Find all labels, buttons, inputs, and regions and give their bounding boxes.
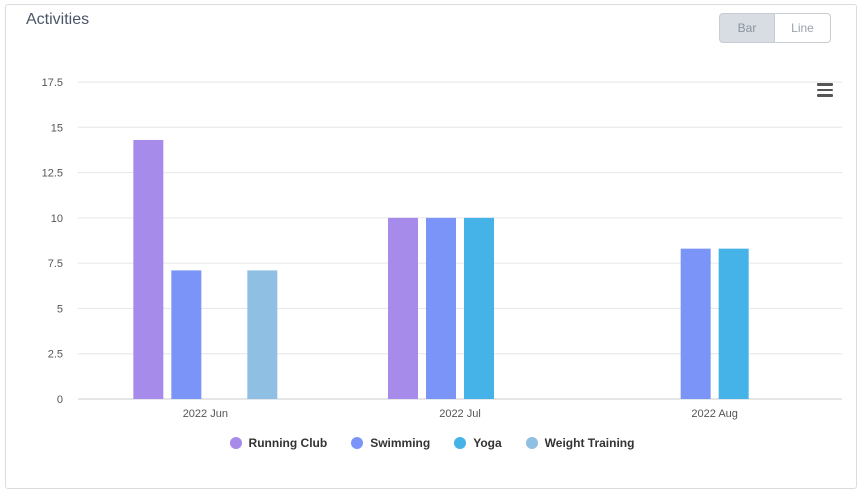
bars — [133, 139, 749, 400]
grid-lines — [78, 81, 842, 400]
y-tick-label: 17.5 — [42, 77, 63, 89]
bar-yoga[interactable] — [464, 217, 494, 399]
y-tick-label: 0 — [57, 394, 63, 406]
legend-dot-icon — [351, 437, 364, 449]
bar-toggle-button[interactable]: Bar — [719, 13, 775, 43]
x-tick-label: 2022 Jul — [439, 408, 481, 420]
bar-yoga[interactable] — [718, 248, 749, 399]
hamburger-menu-icon[interactable] — [817, 83, 833, 97]
x-axis-ticks: 2022 Jun 2022 Jul 2022 Aug — [183, 408, 738, 420]
y-tick-label: 12.5 — [42, 168, 63, 180]
chart-title: Activities — [26, 11, 90, 28]
bar-swimming[interactable] — [680, 248, 711, 399]
legend-dot-icon — [525, 437, 538, 449]
legend-dot-icon — [454, 437, 467, 449]
line-toggle-button[interactable]: Line — [775, 13, 831, 43]
y-tick-label: 15 — [51, 122, 63, 134]
y-tick-label: 2.5 — [48, 349, 63, 361]
y-tick-label: 7.5 — [48, 258, 63, 270]
bar-swimming[interactable] — [171, 270, 202, 399]
y-axis-ticks: 0 2.5 5 7.5 10 12.5 15 17.5 — [42, 77, 63, 406]
legend-dot-icon — [229, 437, 242, 449]
y-tick-label: 5 — [57, 303, 63, 315]
legend-item[interactable]: Running Club — [229, 436, 328, 450]
legend-label: Swimming — [370, 436, 431, 450]
legend-item[interactable]: Weight Training — [525, 436, 635, 450]
bar-swimming[interactable] — [426, 217, 456, 399]
x-tick-label: 2022 Jun — [183, 408, 228, 420]
legend-item[interactable]: Swimming — [351, 436, 430, 450]
legend: Running Club Swimming Yoga Weight Training — [0, 436, 864, 450]
y-tick-label: 10 — [51, 213, 63, 225]
legend-label: Weight Training — [544, 436, 635, 450]
legend-label: Running Club — [248, 436, 328, 450]
bar-running-club[interactable] — [133, 139, 164, 400]
legend-label: Yoga — [473, 436, 502, 450]
bar-running-club[interactable] — [388, 217, 418, 399]
chart-type-toggle: Bar Line — [719, 13, 831, 43]
legend-item[interactable]: Yoga — [454, 436, 502, 450]
bar-weight-training[interactable] — [247, 270, 278, 399]
x-tick-label: 2022 Aug — [691, 408, 738, 420]
